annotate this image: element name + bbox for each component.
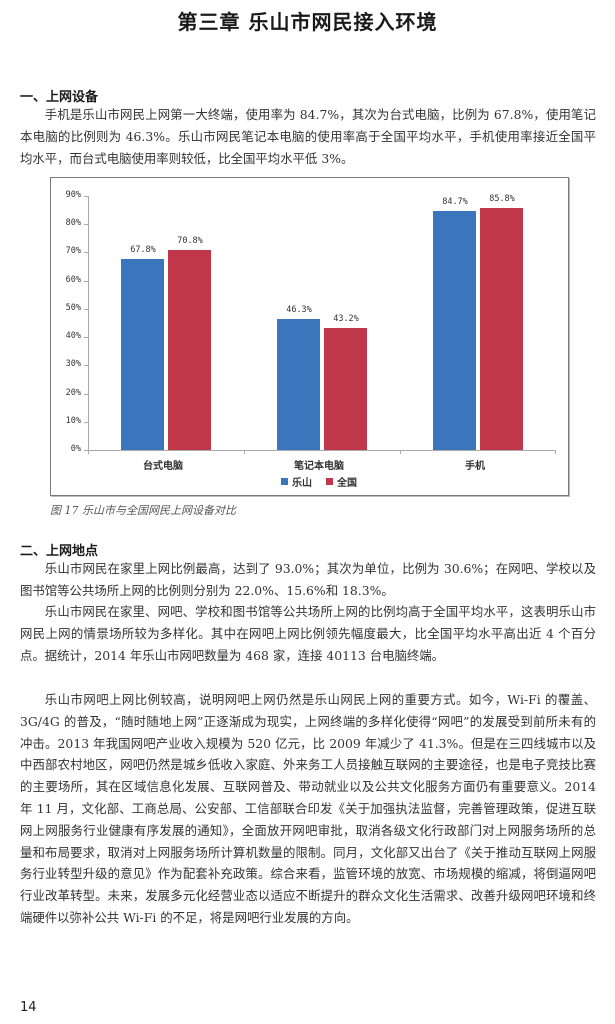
bar-national (168, 250, 211, 450)
y-tick-label: 80% (65, 218, 81, 229)
y-tick-mark (84, 252, 88, 254)
paragraph-locations-2: 乐山市网民在家里、网吧、学校和图书馆等公共场所上网的比例均高于全国平均水平，这表… (20, 604, 596, 663)
chapter-title: 第三章 乐山市网民接入环境 (177, 10, 438, 34)
bar-leshan (277, 319, 320, 450)
y-tick-label: 60% (65, 274, 81, 285)
y-tick-mark (84, 280, 88, 282)
bar-value-label: 70.8% (177, 236, 203, 247)
y-tick-label: 70% (65, 246, 81, 257)
legend-label-national: 全国 (337, 478, 357, 489)
page-number: 14 (20, 1000, 37, 1015)
chart-legend: 乐山 全国 (281, 474, 357, 489)
legend-swatch-national (326, 478, 333, 485)
x-axis (88, 450, 556, 451)
y-tick-mark (84, 337, 88, 339)
y-axis (88, 196, 89, 451)
y-tick-mark (84, 224, 88, 226)
y-tick-label: 50% (65, 302, 81, 313)
category-label-phone: 手机 (465, 461, 485, 472)
y-tick-label: 10% (65, 415, 81, 426)
y-tick-mark (84, 365, 88, 367)
y-tick-mark (84, 308, 88, 310)
bar-value-label: 43.2% (333, 314, 359, 325)
bar-leshan (121, 258, 164, 450)
device-comparison-chart: 0% 10% 20% 30% 40% 50% 60% 70% 80% 90% 67.8% 46.3%… (50, 177, 569, 496)
y-tick-mark (84, 450, 88, 451)
bar-leshan (433, 210, 476, 450)
x-tick (88, 450, 89, 454)
section-heading-devices: 一、上网设备 (20, 90, 99, 105)
y-tick-mark (84, 393, 88, 395)
y-tick-label: 20% (65, 387, 81, 398)
x-tick (400, 450, 401, 454)
y-tick-mark (84, 196, 88, 197)
y-tick-label: 30% (65, 359, 81, 370)
bar-value-label: 84.7% (442, 196, 468, 207)
legend-swatch-leshan (281, 478, 288, 485)
category-label-laptop: 笔记本电脑 (294, 461, 344, 472)
y-tick-label: 0% (70, 444, 81, 454)
section-heading-locations: 二、上网地点 (20, 544, 99, 559)
bar-value-label: 85.8% (489, 193, 515, 204)
category-label-desktop: 台式电脑 (143, 461, 183, 472)
legend-label-leshan: 乐山 (292, 478, 312, 489)
y-tick-label: 90% (65, 190, 81, 200)
bar-national (480, 207, 523, 450)
paragraph-locations-3: 乐山市网吧上网比例较高，说明网吧上网仍然是乐山网民上网的重要方式。如今，Wi-F… (20, 692, 596, 925)
bar-national (324, 328, 367, 450)
paragraph-devices: 手机是乐山市网民上网第一大终端，使用率为 84.7%，其次为台式电脑，比例为 6… (20, 107, 596, 166)
y-tick-label: 40% (65, 331, 81, 342)
bar-value-label: 46.3% (286, 305, 312, 316)
y-tick-mark (84, 421, 88, 423)
x-tick (244, 450, 245, 454)
figure-caption: 图 17 乐山市与全国网民上网设备对比 (50, 504, 236, 517)
bar-value-label: 67.8% (130, 244, 156, 255)
x-tick (555, 450, 556, 454)
paragraph-locations-1: 乐山市网民在家里上网比例最高，达到了 93.0%；其次为单位，比例为 30.6%… (20, 561, 596, 598)
